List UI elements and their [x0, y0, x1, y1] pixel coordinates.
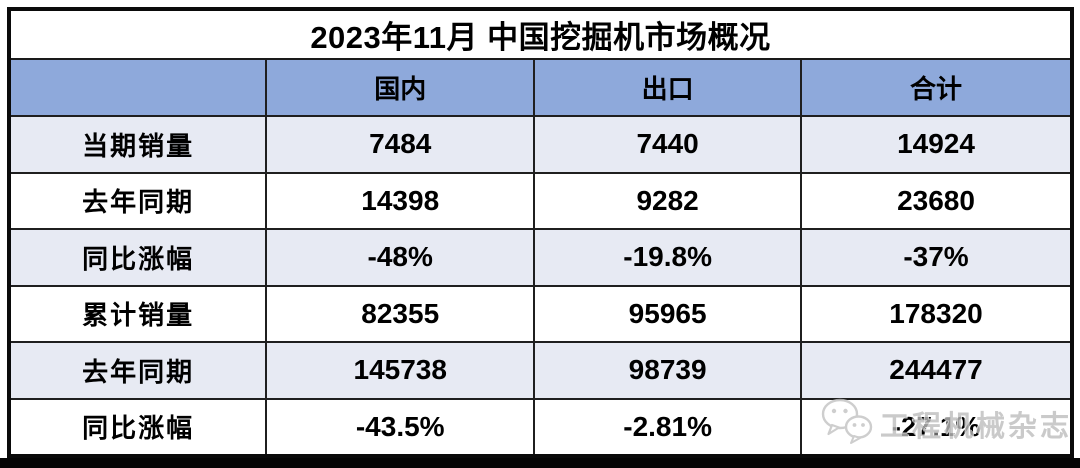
- cell-value: 95965: [535, 286, 803, 341]
- cell-value: 7440: [535, 117, 803, 172]
- cell-value: 145738: [267, 343, 536, 398]
- cell-value: 82355: [267, 286, 536, 341]
- cell-value: 14398: [267, 173, 536, 228]
- cell-value: 14924: [897, 128, 975, 160]
- cell-value: -43.5%: [267, 399, 536, 454]
- header-cell-corner: [11, 60, 268, 115]
- cell-value: 98739: [535, 343, 803, 398]
- cell-value: -37%: [903, 241, 969, 273]
- table-header-row: 国内 出口 合计: [11, 60, 1070, 117]
- header-cell-export: 出口: [535, 60, 803, 115]
- table-row-cumulative-last-year: 去年同期 145738 98739 244477: [11, 343, 1070, 400]
- row-label: 累计销量: [11, 286, 268, 341]
- row-label: 同比涨幅: [11, 230, 268, 285]
- cell-value: 23680: [897, 184, 975, 216]
- row-label: 去年同期: [11, 343, 268, 398]
- table-title-row: 2023年11月 中国挖掘机市场概况: [11, 11, 1070, 60]
- row-label: 同比涨幅: [11, 399, 268, 454]
- cell-value: 9282: [535, 173, 803, 228]
- cell-value: -27.1%: [891, 410, 981, 442]
- header-cell-domestic: 国内: [267, 60, 536, 115]
- header-cell-total: 合计: [910, 74, 963, 104]
- table-row-yoy-change: 同比涨幅 -48% -19.8% -37%: [11, 230, 1070, 287]
- table-row-current-sales: 当期销量 7484 7440 14924: [11, 117, 1070, 174]
- table-row-cumulative-sales: 累计销量 82355 95965 178320: [11, 286, 1070, 343]
- page-title: 2023年11月 中国挖掘机市场概况: [310, 20, 771, 55]
- table-row-cumulative-yoy-change: 同比涨幅 -43.5% -2.81% -27.1%: [11, 399, 1070, 454]
- market-table: 2023年11月 中国挖掘机市场概况 国内 出口 合计 当期销量 7484 74…: [7, 7, 1074, 458]
- row-label: 当期销量: [11, 117, 268, 172]
- cell-value: 7484: [267, 117, 536, 172]
- cell-value: 178320: [889, 297, 983, 329]
- row-label: 去年同期: [11, 173, 268, 228]
- bottom-black-bar: [0, 458, 1080, 468]
- cell-value: -2.81%: [535, 399, 803, 454]
- cell-value: -19.8%: [535, 230, 803, 285]
- cell-value: -48%: [267, 230, 536, 285]
- table-row-last-year-period: 去年同期 14398 9282 23680: [11, 173, 1070, 230]
- cell-value: 244477: [889, 354, 983, 386]
